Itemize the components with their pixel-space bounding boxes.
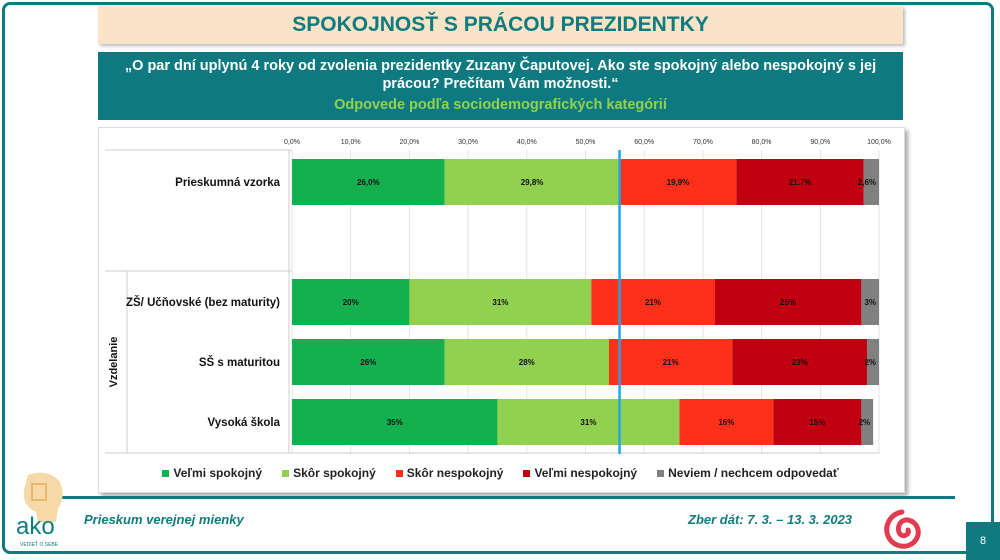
data-label: 21,7% bbox=[789, 178, 812, 187]
data-label: 21% bbox=[663, 358, 679, 367]
legend-item: Veľmi nespokojný bbox=[523, 466, 637, 480]
data-label: 31% bbox=[580, 418, 596, 427]
data-label: 26,0% bbox=[357, 178, 380, 187]
legend-item: Skôr spokojný bbox=[282, 466, 376, 480]
subtitle: Odpovede podľa sociodemografických kateg… bbox=[334, 97, 667, 113]
svg-text:ako: ako bbox=[16, 513, 55, 540]
x-tick-label: 60,0% bbox=[634, 139, 654, 146]
bar-segment bbox=[497, 399, 680, 445]
legend-swatch bbox=[162, 470, 170, 477]
footer-collection-dates: Zber dát: 7. 3. – 13. 3. 2023 bbox=[688, 512, 853, 527]
data-label: 19,9% bbox=[667, 178, 690, 187]
legend-item: Veľmi spokojný bbox=[162, 466, 262, 480]
legend-label: Skôr nespokojný bbox=[406, 466, 504, 480]
category-label: ZŠ/ Učňovské (bez maturity) bbox=[126, 296, 280, 309]
bar-segment bbox=[619, 159, 737, 205]
bar-segment bbox=[608, 339, 733, 385]
bar-segment bbox=[863, 159, 879, 205]
bar-segment bbox=[732, 339, 868, 385]
legend-label: Veľmi nespokojný bbox=[534, 466, 638, 480]
x-tick-label: 10,0% bbox=[341, 139, 361, 146]
bar-segment bbox=[292, 399, 498, 445]
x-tick-label: 50,0% bbox=[576, 139, 596, 146]
x-tick-label: 80,0% bbox=[752, 139, 772, 146]
bar-segment bbox=[292, 159, 445, 205]
data-label: 35% bbox=[387, 418, 403, 427]
x-tick-label: 20,0% bbox=[399, 139, 419, 146]
x-tick-label: 90,0% bbox=[810, 139, 830, 146]
data-label: 23% bbox=[792, 358, 808, 367]
legend-swatch bbox=[395, 470, 403, 477]
bar-segment bbox=[714, 279, 862, 325]
legend-swatch bbox=[282, 470, 290, 477]
category-label: Prieskumná vzorka bbox=[175, 177, 280, 189]
question-text: „O par dní uplynú 4 roky od zvolenia pre… bbox=[124, 58, 877, 92]
footer-divider bbox=[35, 496, 955, 499]
bar-segment bbox=[444, 159, 620, 205]
data-label: 21% bbox=[645, 298, 661, 307]
question-box: „O par dní uplynú 4 roky od zvolenia pre… bbox=[98, 52, 903, 120]
x-tick-label: 30,0% bbox=[458, 139, 478, 146]
legend-item: Skôr nespokojný bbox=[395, 466, 504, 480]
stacked-bar-chart: 0,0% 10,0% 20,0% 30,0% 40,0% 50,0% 60,0% 70,0% 8… bbox=[105, 139, 891, 454]
data-label: 3% bbox=[864, 298, 876, 307]
bar-segment bbox=[409, 279, 592, 325]
data-label: 16% bbox=[718, 418, 734, 427]
ako-logo: ako VEDIEŤ O SEBE bbox=[16, 472, 63, 548]
data-label: 29,8% bbox=[521, 178, 544, 187]
bar-segment bbox=[736, 159, 864, 205]
x-tick-label: 40,0% bbox=[517, 139, 537, 146]
x-tick-label: 100,0% bbox=[867, 139, 891, 146]
legend-item: Neviem / nechcem odpovedať bbox=[657, 466, 839, 480]
group-label: Vzdelanie bbox=[108, 337, 120, 388]
slide-frame bbox=[2, 2, 994, 554]
bar-segment bbox=[679, 399, 774, 445]
legend-label: Veľmi spokojný bbox=[173, 466, 263, 480]
bar-segment bbox=[292, 339, 445, 385]
data-label: 20% bbox=[343, 298, 359, 307]
data-label: 2% bbox=[864, 358, 876, 367]
data-label: 28% bbox=[519, 358, 535, 367]
data-label: 2% bbox=[859, 418, 871, 427]
data-label: 26% bbox=[360, 358, 376, 367]
legend-label: Skôr spokojný bbox=[293, 466, 376, 480]
bar-segment bbox=[444, 339, 609, 385]
footer-survey-label: Prieskum verejnej mienky bbox=[84, 512, 244, 527]
legend-swatch bbox=[523, 470, 531, 477]
category-label: SŠ s maturitou bbox=[199, 356, 280, 369]
svg-text:VEDIEŤ O SEBE: VEDIEŤ O SEBE bbox=[20, 540, 59, 548]
agency-spiral-logo bbox=[884, 509, 921, 549]
legend-swatch bbox=[657, 470, 665, 477]
data-label: 25% bbox=[780, 298, 796, 307]
data-label: 31% bbox=[492, 298, 508, 307]
category-label: Vysoká škola bbox=[208, 417, 281, 429]
data-label: 15% bbox=[809, 418, 825, 427]
bar-segment bbox=[867, 339, 879, 385]
bar-segment bbox=[861, 399, 874, 445]
bar-segment bbox=[773, 399, 862, 445]
page-number: 8 bbox=[966, 522, 1000, 560]
legend-label: Neviem / nechcem odpovedať bbox=[668, 466, 839, 480]
legend: Veľmi spokojný Skôr spokojný Skôr nespokoj… bbox=[98, 466, 903, 480]
x-tick-label: 0,0% bbox=[284, 139, 300, 146]
bar-segment bbox=[861, 279, 879, 325]
bar-segment bbox=[591, 279, 715, 325]
bar-segment bbox=[292, 279, 410, 325]
slide-title: SPOKOJNOSŤ S PRÁCOU PREZIDENTKY bbox=[98, 6, 903, 44]
x-tick-label: 70,0% bbox=[693, 139, 713, 146]
data-label: 2,6% bbox=[858, 178, 876, 187]
chart-box: 0,0% 10,0% 20,0% 30,0% 40,0% 50,0% 60,0% 70,0% 8… bbox=[98, 127, 905, 493]
